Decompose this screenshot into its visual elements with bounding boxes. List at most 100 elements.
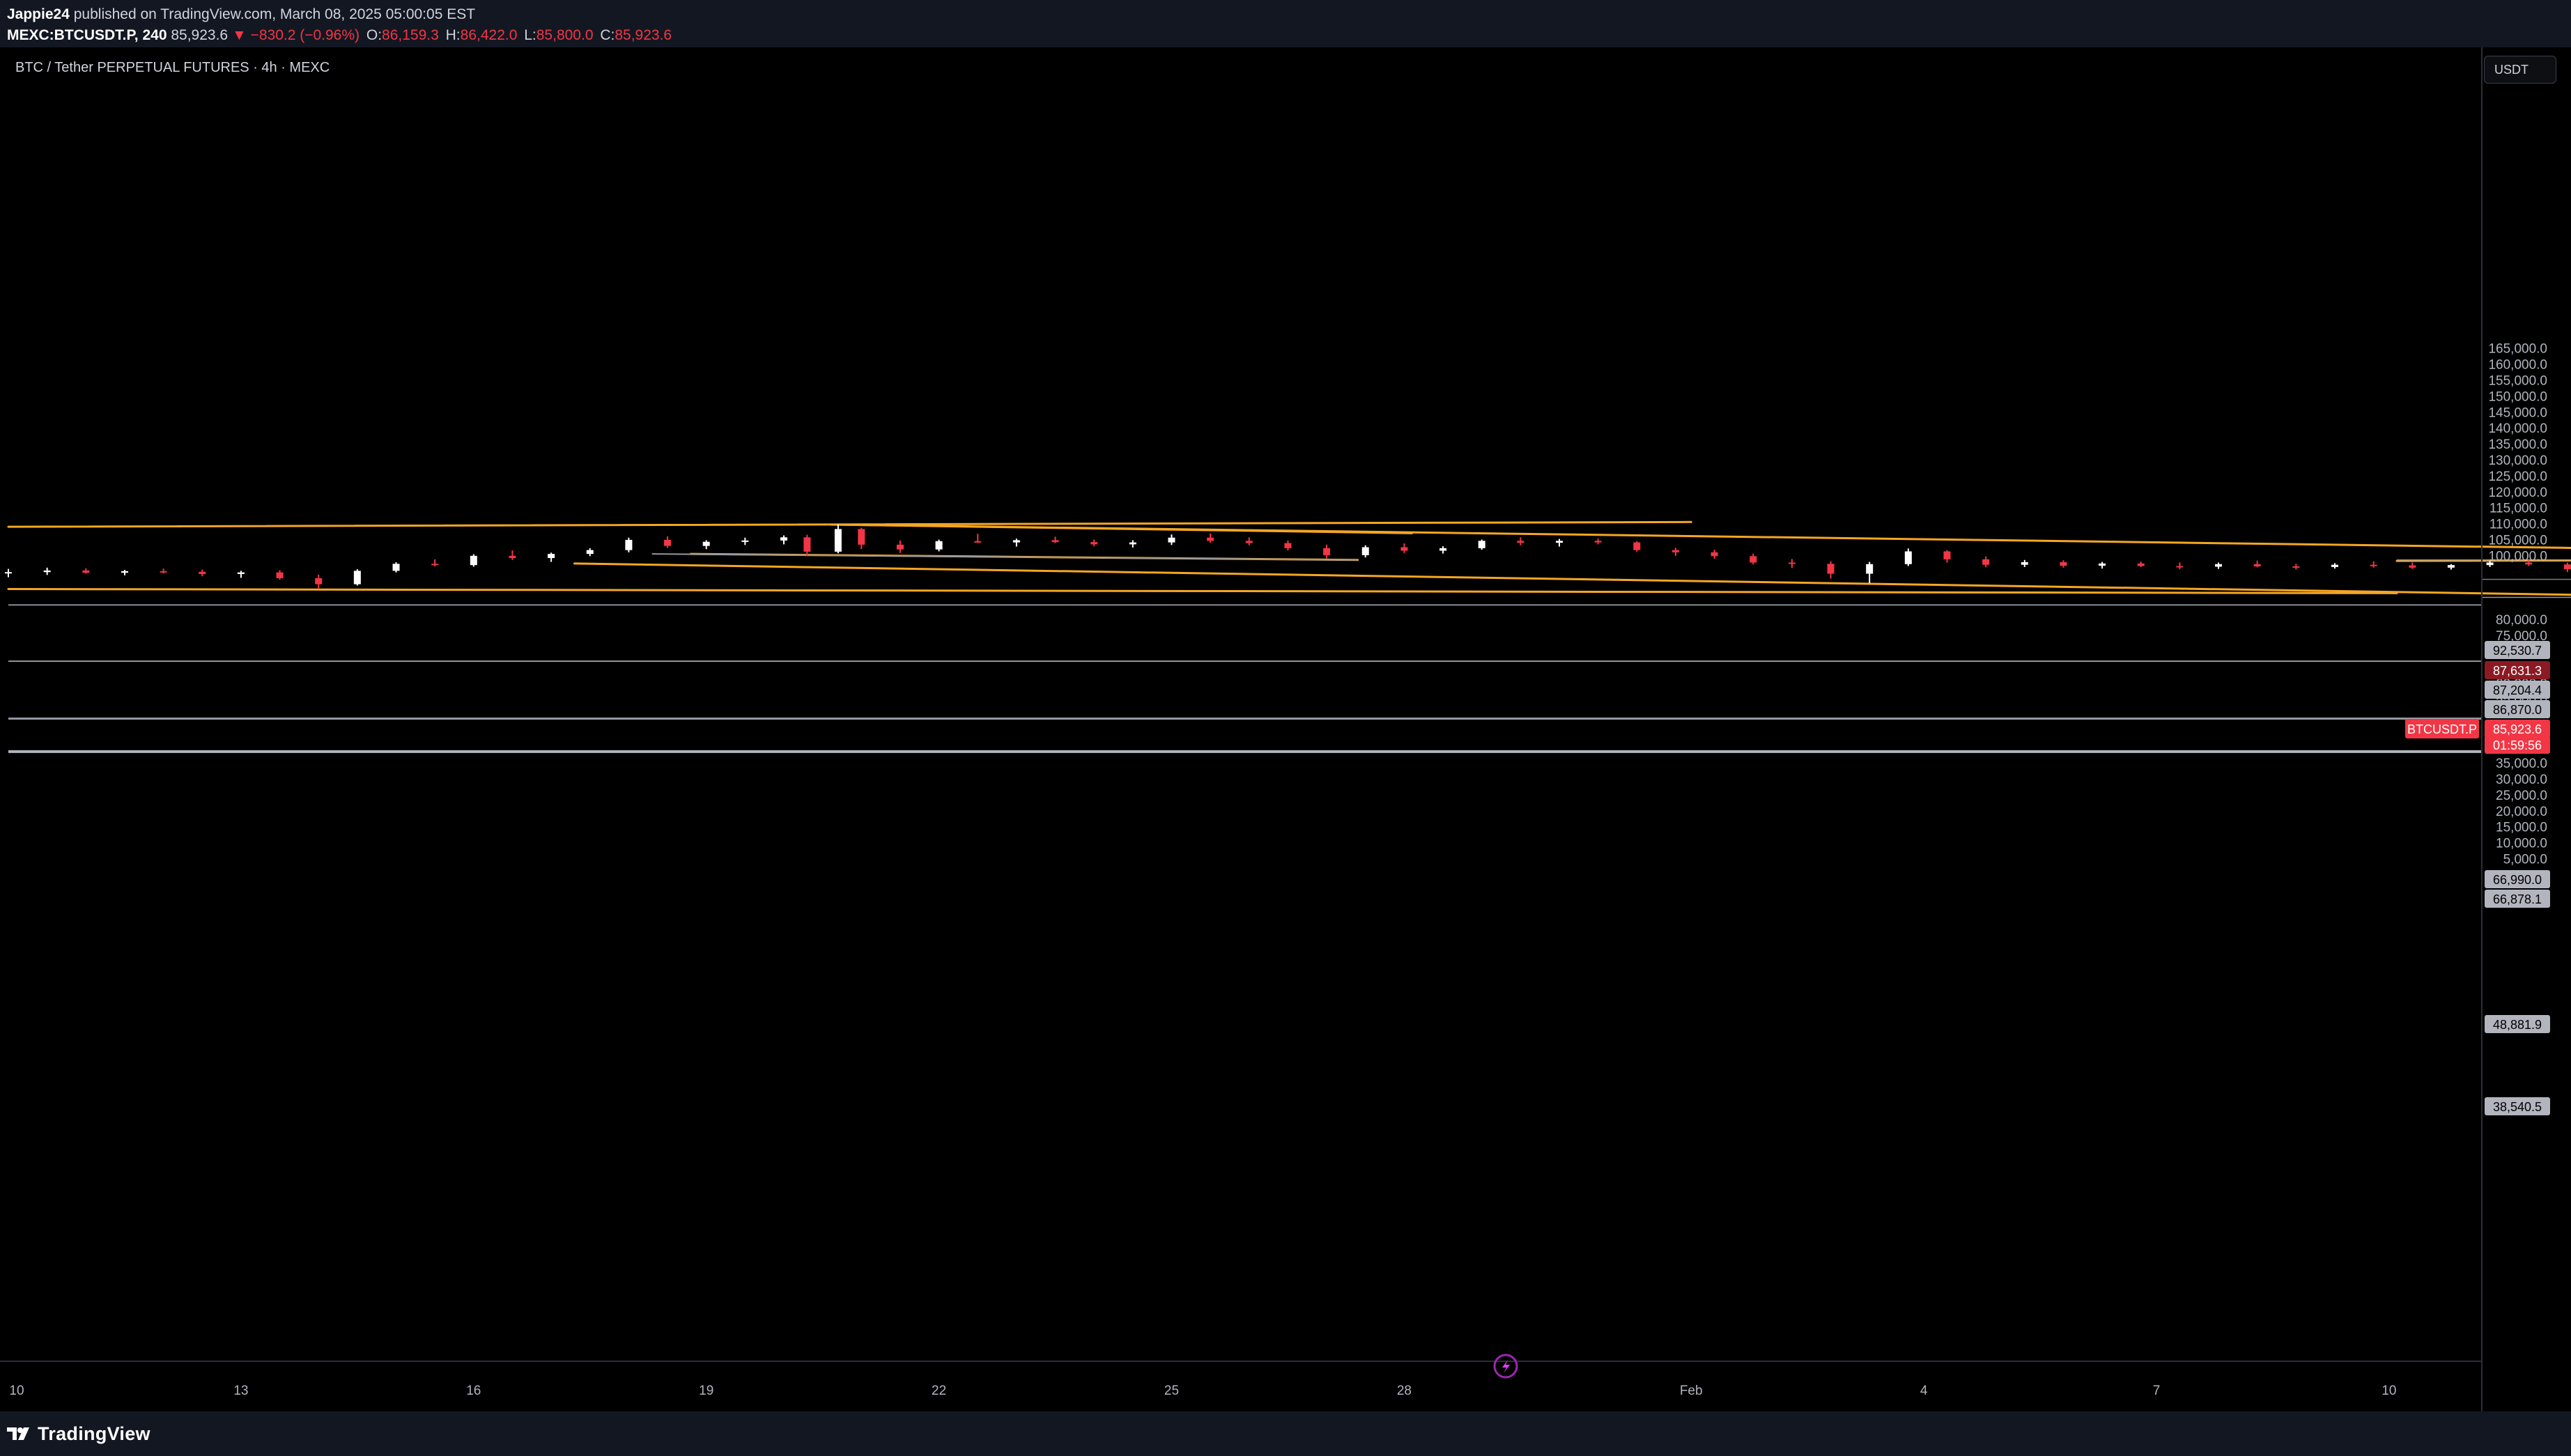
candle[interactable] (1400, 543, 1408, 553)
candle[interactable] (2253, 560, 2261, 568)
candle[interactable] (2447, 564, 2455, 570)
candle[interactable] (2486, 561, 2494, 567)
candle[interactable] (1051, 536, 1059, 543)
candle[interactable] (1711, 550, 1718, 559)
candle[interactable] (803, 534, 811, 556)
candle[interactable] (1245, 537, 1253, 545)
candle[interactable] (625, 537, 633, 552)
candle[interactable] (896, 540, 904, 553)
trendline[interactable] (2395, 559, 2571, 562)
candle[interactable] (1594, 539, 1602, 545)
candle[interactable] (199, 569, 206, 577)
candle[interactable] (82, 568, 90, 574)
candle-body (509, 555, 516, 559)
candle-body (1323, 548, 1331, 555)
price-badge[interactable]: 66,990.0 (2485, 870, 2550, 888)
candle[interactable] (2060, 560, 2067, 568)
candle[interactable] (702, 540, 710, 550)
candle[interactable] (2331, 563, 2338, 569)
candle[interactable] (276, 570, 284, 580)
candle[interactable] (509, 550, 516, 560)
candle[interactable] (1788, 559, 1796, 568)
tradingview-logo-icon (7, 1427, 29, 1440)
candle[interactable] (1478, 539, 1485, 550)
candle-body (1400, 547, 1408, 551)
trendline[interactable] (573, 562, 2571, 612)
candle[interactable] (470, 554, 477, 567)
candle[interactable] (586, 548, 594, 557)
range-top-line[interactable] (2397, 559, 2571, 561)
candle[interactable] (237, 571, 245, 578)
tradingview-brand[interactable]: TradingView (38, 1423, 150, 1444)
currency-button[interactable]: USDT (2484, 56, 2556, 84)
price-badge[interactable]: 01:59:56 (2485, 736, 2550, 754)
candle[interactable] (1012, 539, 1020, 547)
candle[interactable] (1090, 539, 1098, 547)
candle[interactable] (43, 567, 51, 575)
candle[interactable] (1207, 533, 1214, 543)
candle[interactable] (2409, 562, 2416, 569)
candle[interactable] (160, 568, 167, 574)
candle-body (803, 537, 811, 552)
y-tick-label: 110,000.0 (2489, 518, 2547, 532)
candle[interactable] (2215, 562, 2223, 569)
price-change: ▼ −830.2 (−0.96%) (231, 27, 360, 43)
candle[interactable] (392, 562, 400, 573)
candle[interactable] (1904, 548, 1912, 566)
candle-body (2253, 564, 2261, 566)
candle[interactable] (1633, 541, 1641, 552)
candle[interactable] (5, 568, 12, 578)
candle[interactable] (1866, 562, 1874, 584)
candle[interactable] (2292, 564, 2300, 570)
candle[interactable] (2176, 562, 2184, 570)
symbol-badge[interactable]: BTCUSDT.P (2405, 719, 2479, 738)
candle[interactable] (858, 527, 865, 550)
trendline[interactable] (829, 523, 1414, 534)
candle[interactable] (315, 574, 323, 589)
candle[interactable] (353, 569, 361, 586)
candle[interactable] (2370, 561, 2377, 568)
candle[interactable] (431, 559, 439, 566)
candle[interactable] (2021, 559, 2028, 567)
candle[interactable] (1284, 540, 1292, 551)
candle[interactable] (548, 552, 555, 562)
candle[interactable] (935, 539, 943, 552)
candle[interactable] (1982, 556, 1990, 568)
candle[interactable] (2525, 560, 2533, 566)
price-badge[interactable]: 85,923.6 (2485, 720, 2550, 738)
candle[interactable] (664, 536, 672, 548)
candle[interactable] (1439, 546, 1447, 554)
candle[interactable] (1943, 550, 1951, 563)
price-badge[interactable]: 48,881.9 (2485, 1015, 2550, 1033)
price-badge[interactable]: 87,204.4 (2485, 681, 2550, 699)
candle[interactable] (1129, 540, 1136, 548)
y-tick-label: 10,000.0 (2496, 837, 2547, 851)
candle-body (1517, 541, 1524, 543)
price-badge[interactable]: 92,530.7 (2485, 641, 2550, 659)
trendline[interactable] (7, 587, 2398, 594)
price-badge[interactable]: 86,870.0 (2485, 700, 2550, 718)
candle[interactable] (780, 535, 787, 545)
lightning-icon[interactable] (1493, 1354, 1518, 1379)
candle[interactable] (1556, 539, 1563, 547)
price-badge[interactable]: 87,631.3 (2485, 661, 2550, 679)
price-badge[interactable]: 38,540.5 (2485, 1097, 2550, 1115)
price-chart[interactable]: 165,000.0160,000.0155,000.0150,000.0145,… (0, 47, 2571, 1411)
candle[interactable] (834, 524, 842, 554)
candle[interactable] (1671, 548, 1679, 556)
candle[interactable] (1361, 545, 1369, 558)
candle[interactable] (121, 570, 128, 575)
candle[interactable] (2099, 562, 2106, 569)
candle[interactable] (2137, 562, 2145, 567)
candle[interactable] (1517, 537, 1524, 545)
author-name[interactable]: Jappie24 (7, 6, 70, 22)
candle[interactable] (741, 537, 749, 545)
candle[interactable] (1168, 534, 1175, 545)
candle[interactable] (2563, 562, 2571, 573)
price-badge[interactable]: 66,878.1 (2485, 890, 2550, 908)
candle[interactable] (1323, 544, 1331, 559)
candle[interactable] (1827, 561, 1835, 579)
candle[interactable] (1750, 553, 1757, 565)
candle[interactable] (974, 534, 982, 543)
channel-inner-line[interactable] (651, 553, 1358, 561)
